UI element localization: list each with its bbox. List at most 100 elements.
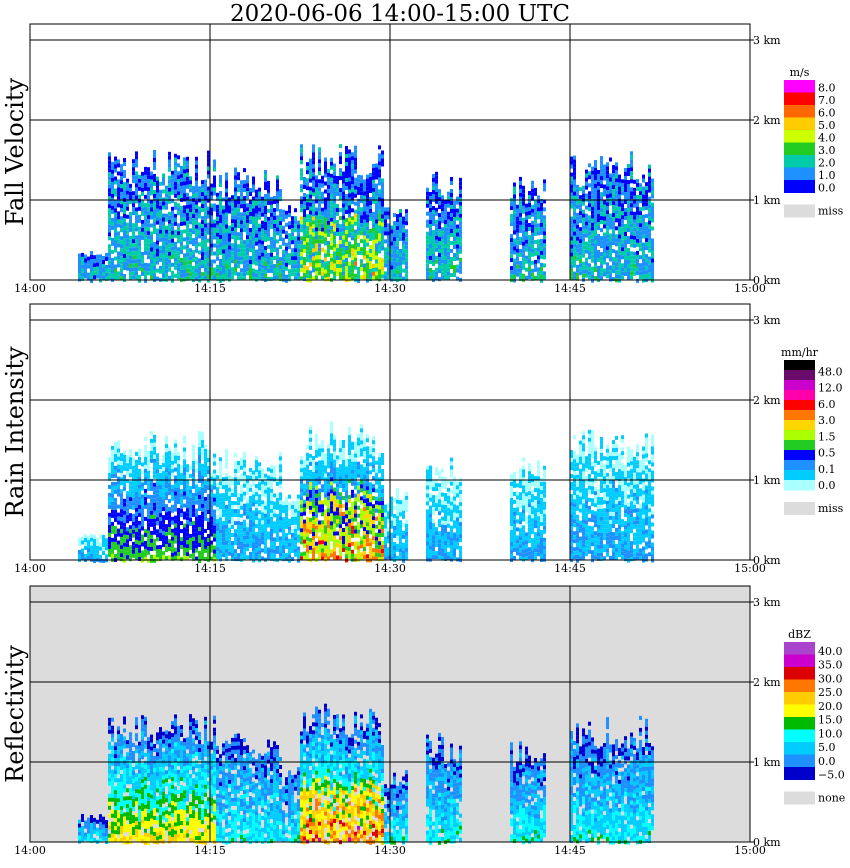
echo-cell (261, 268, 264, 273)
echo-cell (372, 183, 375, 188)
echo-cell (603, 184, 606, 189)
echo-cell (588, 271, 591, 276)
echo-cell (399, 261, 402, 265)
echo-cell (351, 272, 354, 277)
echo-cell (612, 189, 615, 194)
echo-cell (243, 455, 246, 460)
echo-cell (438, 221, 441, 226)
echo-cell (528, 195, 531, 199)
echo-cell (291, 264, 294, 269)
echo-cell (588, 191, 591, 196)
echo-cell (447, 271, 450, 276)
echo-cell (603, 244, 606, 249)
echo-cell (243, 479, 246, 484)
echo-cell (273, 228, 276, 232)
echo-cell (582, 217, 585, 222)
echo-cell (570, 276, 573, 281)
echo-cell (225, 548, 228, 553)
echo-cell (633, 259, 636, 264)
echo-cell (189, 228, 192, 233)
echo-cell (135, 487, 138, 492)
echo-cell (252, 510, 255, 515)
echo-cell (228, 535, 231, 540)
echo-cell (150, 542, 153, 547)
echo-cell (189, 493, 192, 498)
echo-cell (150, 558, 153, 563)
echo-cell (459, 245, 462, 250)
echo-cell (195, 488, 198, 493)
echo-cell (630, 243, 633, 248)
echo-cell (339, 248, 342, 253)
echo-cell (603, 176, 606, 181)
echo-cell (219, 231, 222, 235)
echo-cell (573, 175, 576, 180)
echo-cell (342, 259, 345, 264)
echo-cell (123, 450, 126, 455)
echo-cell (354, 221, 357, 226)
echo-cell (510, 250, 513, 255)
echo-cell (234, 187, 237, 192)
echo-cell (123, 454, 126, 459)
echo-cell (240, 248, 243, 253)
echo-cell (234, 453, 237, 458)
echo-cell (96, 274, 99, 279)
echo-cell (138, 520, 141, 525)
echo-cell (150, 534, 153, 539)
echo-cell (108, 264, 111, 269)
echo-cell (606, 206, 609, 211)
echo-cell (210, 548, 213, 553)
echo-cell (129, 529, 132, 534)
echo-cell (450, 193, 453, 197)
echo-cell (285, 222, 288, 227)
echo-cell (357, 214, 360, 219)
echo-cell (342, 247, 345, 252)
echo-cell (141, 271, 144, 276)
echo-cell (579, 239, 582, 244)
echo-cell (123, 554, 126, 559)
echo-cell (426, 223, 429, 228)
echo-cell (192, 528, 195, 533)
echo-cell (636, 178, 639, 183)
echo-cell (111, 273, 114, 278)
echo-cell (150, 263, 153, 268)
echo-cell (186, 488, 189, 493)
echo-cell (351, 156, 354, 161)
echo-cell (195, 172, 198, 177)
echo-cell (609, 189, 612, 194)
echo-cell (171, 544, 174, 549)
echo-cell (111, 513, 114, 518)
echo-cell (570, 184, 573, 189)
echo-cell (165, 265, 168, 270)
echo-cell (510, 270, 513, 275)
echo-cell (639, 271, 642, 276)
echo-cell (204, 271, 207, 276)
echo-cell (174, 265, 177, 270)
echo-cell (612, 169, 615, 174)
echo-cell (210, 219, 213, 224)
echo-cell (261, 516, 264, 521)
echo-cell (405, 221, 408, 226)
echo-cell (456, 232, 459, 237)
echo-cell (576, 184, 579, 189)
echo-cell (147, 235, 150, 240)
echo-cell (315, 199, 318, 204)
echo-cell (159, 209, 162, 214)
echo-cell (198, 451, 201, 455)
echo-cell (519, 216, 522, 221)
echo-cell (456, 264, 459, 269)
echo-cell (210, 247, 213, 252)
echo-cell (279, 464, 282, 469)
echo-cell (456, 208, 459, 213)
echo-cell (171, 210, 174, 215)
echo-cell (198, 186, 201, 191)
echo-cell (117, 187, 120, 192)
echo-cell (573, 255, 576, 260)
echo-cell (576, 272, 579, 277)
echo-cell (261, 532, 264, 537)
echo-cell (216, 272, 219, 277)
echo-cell (213, 537, 216, 542)
echo-cell (513, 214, 516, 219)
echo-cell (192, 520, 195, 525)
echo-cell (318, 187, 321, 192)
echo-cell (135, 503, 138, 508)
